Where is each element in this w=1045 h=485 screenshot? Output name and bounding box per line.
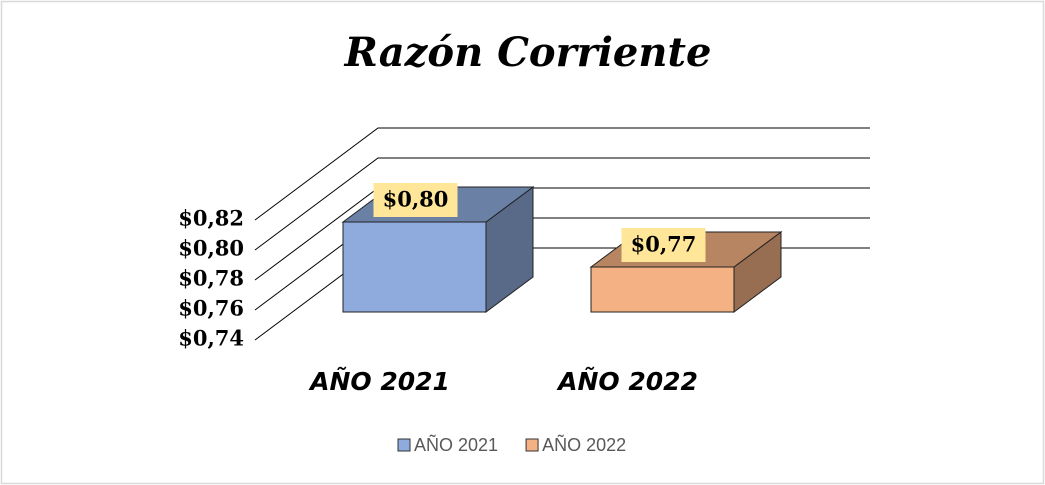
grid-line (254, 157, 870, 251)
chart-title: Razón Corriente (344, 29, 712, 76)
grid-line (254, 127, 870, 221)
legend-swatch (525, 438, 539, 452)
value-label: $0,77 (631, 232, 697, 257)
x-tick-label: AÑO 2022 (556, 367, 698, 396)
bar (590, 266, 735, 313)
y-tick-label: $0,78 (178, 266, 244, 291)
x-tick-label: AÑO 2021 (308, 367, 450, 396)
y-tick-label: $0,82 (178, 206, 244, 231)
bar (342, 221, 487, 313)
y-tick-label: $0,76 (178, 296, 244, 321)
y-tick-label: $0,80 (178, 236, 244, 261)
y-tick-label: $0,74 (178, 326, 244, 351)
value-label-box (373, 183, 458, 217)
value-label: $0,80 (383, 187, 449, 212)
legend-label: AÑO 2021 (414, 434, 498, 455)
value-label-box (621, 228, 706, 262)
legend-label: AÑO 2022 (542, 434, 626, 455)
legend-swatch (397, 438, 411, 452)
